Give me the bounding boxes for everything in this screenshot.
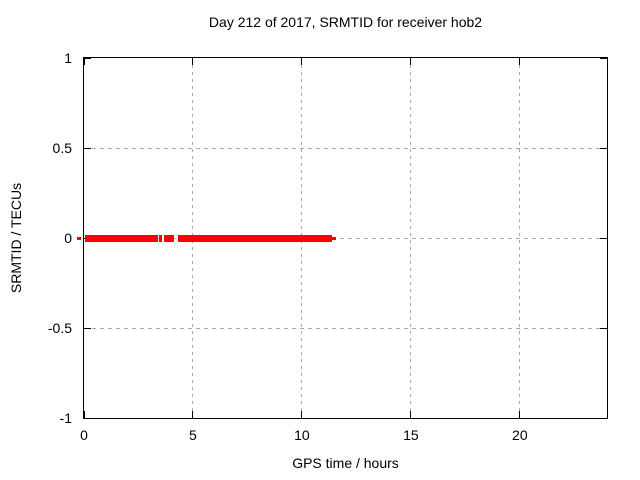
x-tick-bottom (301, 411, 303, 418)
y-tick-left (84, 327, 91, 329)
y-tick-right (600, 147, 607, 149)
x-tick-label: 10 (294, 427, 310, 443)
y-tick-label: 1 (64, 50, 72, 66)
y-tick-right (600, 237, 607, 239)
y-tick-right (600, 417, 607, 419)
y-tick-left (84, 57, 91, 59)
x-tick-bottom (192, 411, 194, 418)
x-tick-top (410, 58, 412, 65)
y-tick-label: 0.5 (52, 140, 72, 156)
y-tick-left (84, 147, 91, 149)
x-tick-bottom (83, 411, 85, 418)
y-gridline (84, 237, 607, 239)
series-edge-dash (76, 236, 81, 240)
y-gridline (84, 327, 607, 329)
plot-area (76, 57, 608, 419)
x-tick-top (301, 58, 303, 65)
y-tick-label: 0 (64, 230, 72, 246)
y-tick-label: -1 (59, 410, 72, 426)
chart-title: Day 212 of 2017, SRMTID for receiver hob… (208, 14, 483, 30)
x-axis-label: GPS time / hours (292, 455, 399, 471)
x-tick-top (519, 58, 521, 65)
x-tick-label: 0 (80, 427, 88, 443)
series-segment (159, 234, 163, 242)
series-segment (163, 234, 174, 242)
series-segment (177, 234, 332, 242)
y-gridline (84, 147, 607, 149)
x-tick-top (192, 58, 194, 65)
y-tick-right (600, 327, 607, 329)
x-tick-top (83, 58, 85, 65)
y-tick-left (84, 417, 91, 419)
series-segment (85, 234, 158, 242)
x-tick-label: 5 (189, 427, 197, 443)
series-edge-dash (331, 236, 337, 240)
x-tick-bottom (410, 411, 412, 418)
y-tick-label: -0.5 (47, 320, 72, 336)
x-tick-bottom (519, 411, 521, 418)
x-tick-label: 15 (403, 427, 419, 443)
y-tick-right (600, 57, 607, 59)
x-tick-label: 20 (512, 427, 528, 443)
